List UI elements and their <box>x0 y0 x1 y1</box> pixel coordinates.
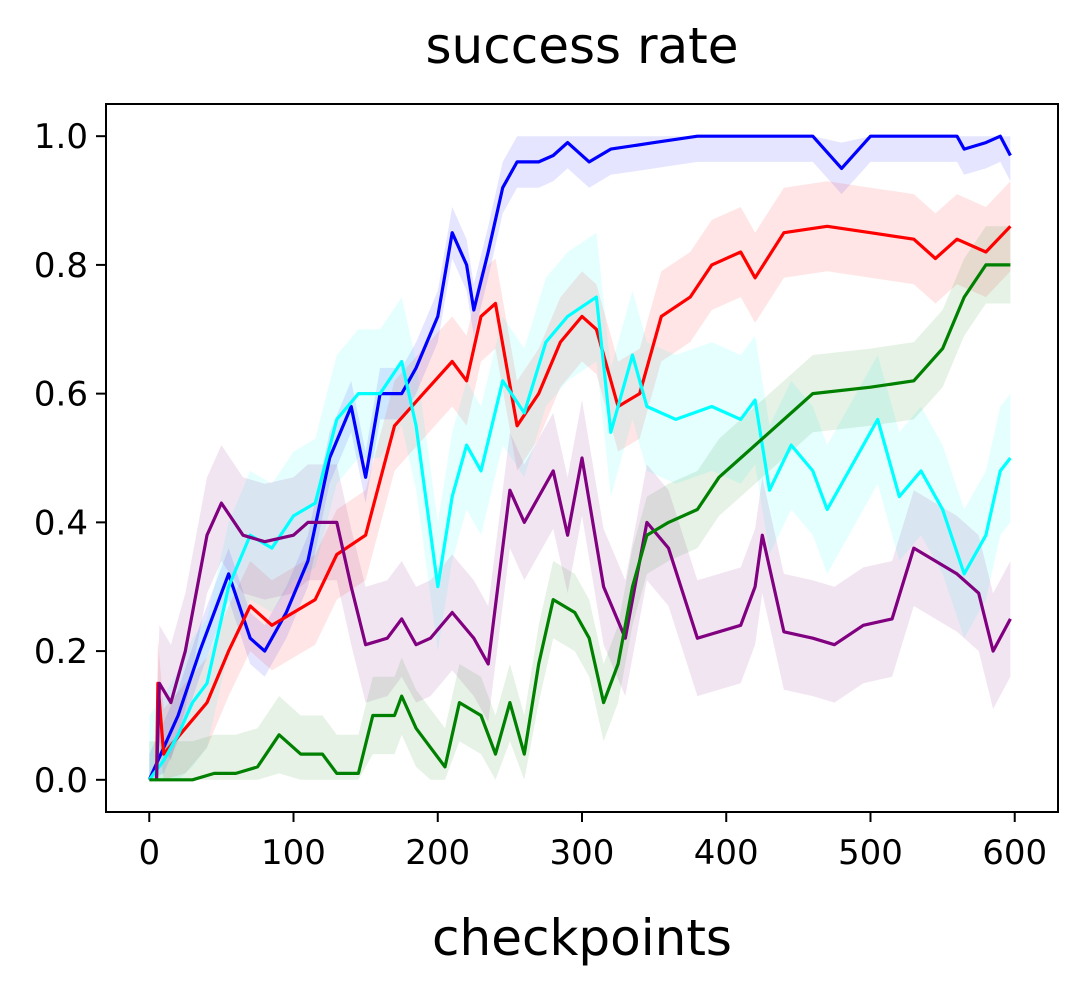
x-axis-label: checkpoints <box>432 909 732 967</box>
x-tick-label: 300 <box>550 833 615 873</box>
series-line-5 <box>149 263 1011 782</box>
y-tick-label: 0.0 <box>34 761 88 801</box>
x-tick-label: 400 <box>694 833 759 873</box>
y-axis-ticks: 0.0 0.2 0.4 0.6 0.8 1.0 <box>34 117 106 801</box>
series-band-4 <box>156 400 1011 780</box>
x-tick-label: 500 <box>838 833 903 873</box>
series-lines <box>147 134 1012 782</box>
x-tick-label: 0 <box>138 833 160 873</box>
series-line-3 <box>148 295 1012 781</box>
series-line-4 <box>154 456 1012 780</box>
series-line-1 <box>147 134 1012 781</box>
series-line-2 <box>154 224 1012 780</box>
x-tick-label: 200 <box>405 833 470 873</box>
chart-title: success rate <box>425 17 738 75</box>
x-tick-label: 100 <box>261 833 326 873</box>
y-tick-label: 0.8 <box>34 246 88 286</box>
confidence-bands <box>149 136 1011 780</box>
x-tick-label: 600 <box>982 833 1047 873</box>
y-tick-label: 0.2 <box>34 632 88 672</box>
series-band-2 <box>156 181 1011 780</box>
y-tick-label: 0.6 <box>34 375 88 415</box>
y-tick-label: 0.4 <box>34 503 88 543</box>
y-tick-label: 1.0 <box>34 117 88 157</box>
series-band-3 <box>149 232 1011 780</box>
x-axis-ticks: 0 100 200 300 400 500 600 <box>138 812 1047 873</box>
